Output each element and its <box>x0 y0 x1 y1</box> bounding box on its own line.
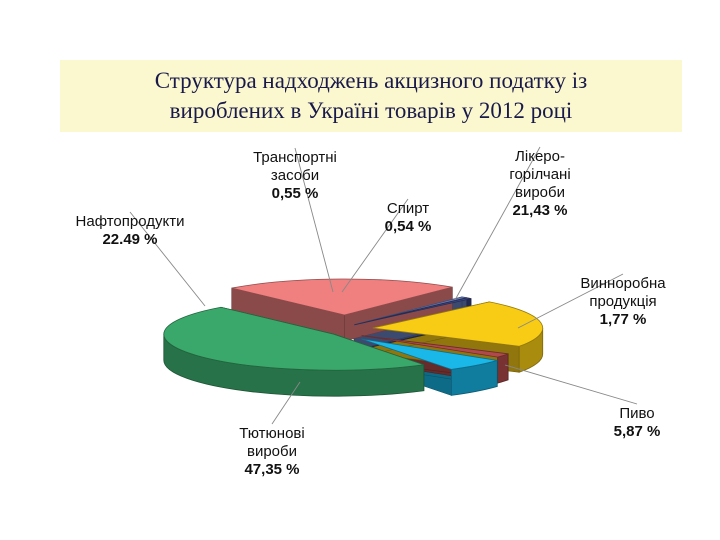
leader-line <box>504 364 638 405</box>
slice-label: Тютюнові <box>239 425 304 442</box>
slice-label: засоби <box>271 167 319 184</box>
pie-leaders <box>129 146 638 425</box>
slice-label: Пиво <box>619 405 654 422</box>
slice-value-label: 0,54 % <box>385 218 432 235</box>
pie-slice-4 <box>354 297 472 326</box>
pie-slice-5 <box>372 301 544 347</box>
slice-value-label: 22.49 % <box>102 231 157 248</box>
slice-value-label: 47,35 % <box>244 461 299 478</box>
pie-tops <box>163 278 544 371</box>
pie-slice-2 <box>231 278 453 316</box>
pie-slice-side <box>497 353 509 384</box>
slice-label: продукція <box>589 293 656 310</box>
slice-label: горілчані <box>509 166 570 183</box>
slice-value-label: 21,43 % <box>512 202 567 219</box>
leader-line <box>341 198 409 293</box>
slice-label: вироби <box>515 184 565 201</box>
pie-slice-7 <box>361 338 498 370</box>
slice-value-label: 1,77 % <box>600 311 647 328</box>
leader-line <box>454 146 541 301</box>
chart-title-box: Структура надходжень акцизного податку і… <box>60 60 682 132</box>
slice-value-label: 0,55 % <box>272 185 319 202</box>
leader-line <box>129 211 206 307</box>
pie-slice-1 <box>163 306 425 371</box>
slice-label: Лікеро- <box>515 148 565 165</box>
slice-label: Нафтопродукти <box>76 213 185 230</box>
chart-title-line-1: Структура надходжень акцизного податку і… <box>154 68 588 93</box>
slice-label: Винноробна <box>580 275 666 292</box>
leader-line <box>517 273 624 329</box>
slice-label: Транспортні <box>253 149 337 166</box>
chart-title-line-2: вироблених в Україні товарів у 2012 році <box>169 98 573 123</box>
slice-label: вироби <box>247 443 297 460</box>
leader-line <box>294 147 334 293</box>
pie-slice-6 <box>361 335 509 358</box>
slice-value-label: 5,87 % <box>614 423 661 440</box>
leader-line <box>271 381 301 425</box>
slice-label: Спирт <box>387 200 429 217</box>
